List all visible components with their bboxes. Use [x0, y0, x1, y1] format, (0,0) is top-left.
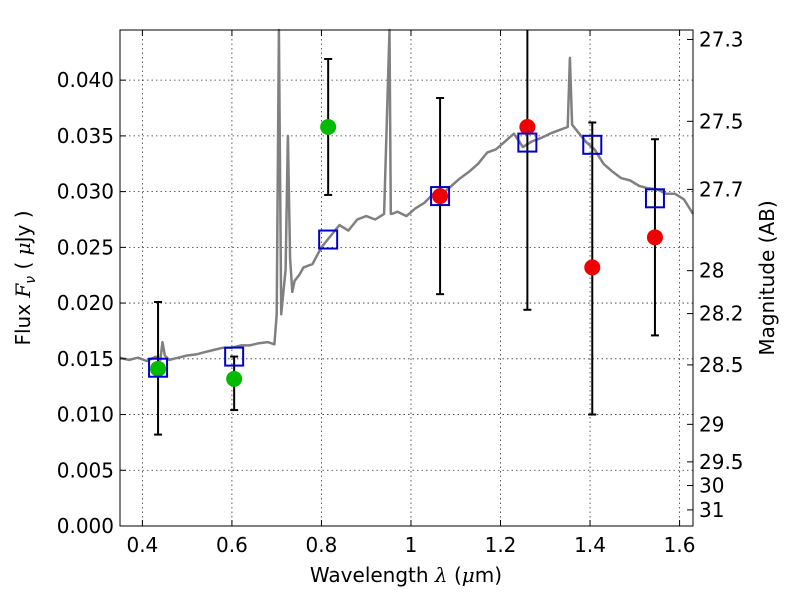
y-tick-label: 0.030 — [57, 180, 114, 204]
x-axis-title: Wavelength λ (μm) — [310, 563, 502, 587]
red-point — [432, 188, 449, 205]
y-axis-title-nu: ν — [23, 276, 39, 284]
y-tick-label: 0.040 — [57, 68, 114, 92]
x-tick-label: 1 — [405, 533, 418, 557]
model-square — [148, 357, 169, 378]
y2-tick-label: 27.5 — [699, 109, 744, 133]
y2-tick-label: 27.7 — [699, 177, 744, 201]
y2-tick-label: 28 — [699, 259, 724, 283]
y2-tick-label: 28.5 — [699, 353, 744, 377]
y2-tick-label: 31 — [699, 498, 724, 522]
y2-tick-label: 29.5 — [699, 450, 744, 474]
x-tick-label: 0.6 — [216, 533, 248, 557]
red-point — [584, 259, 601, 276]
x-axis-title-mu: μ — [462, 563, 475, 587]
x-axis-title-open: ( — [448, 563, 462, 587]
grid-layer — [120, 30, 693, 527]
y-tick-label: 0.005 — [57, 458, 114, 482]
y-tick-label: 0.015 — [57, 347, 114, 371]
y-axis-title-f: F — [11, 283, 35, 299]
marker-layer — [148, 118, 665, 387]
red-point — [646, 229, 663, 246]
y-tick-label: 0.020 — [57, 291, 114, 315]
y-axis-title-post: Jy ) — [11, 210, 35, 244]
y2-tick-label: 27.3 — [699, 27, 744, 51]
y2-tick-label: 28.2 — [699, 302, 744, 326]
x-tick-label: 0.4 — [126, 533, 158, 557]
x-tick-label: 1.2 — [485, 533, 517, 557]
y-axis-title-mid: ( — [11, 255, 35, 276]
y2-tick-label: 30 — [699, 474, 724, 498]
model-square — [517, 132, 538, 153]
x-tick-label: 0.8 — [306, 533, 338, 557]
x-axis-title-pre: Wavelength — [310, 563, 435, 587]
x-axis-title-post: m) — [475, 563, 502, 587]
green-point — [226, 370, 243, 387]
y-axis-title: Flux Fν ( μJy ) — [11, 210, 39, 345]
y-tick-label: 0.035 — [57, 124, 114, 148]
green-point — [320, 118, 337, 135]
model-square — [318, 229, 339, 250]
x-tick-label: 1.6 — [664, 533, 696, 557]
y-axis-title-mu: μ — [11, 242, 35, 255]
green-point — [150, 360, 167, 377]
x-tick-label: 1.4 — [574, 533, 606, 557]
model-square — [224, 346, 245, 367]
y2-tick-label: 29 — [699, 412, 724, 436]
model-square — [644, 188, 665, 209]
spectrum-line — [119, 28, 695, 363]
y-tick-label: 0.010 — [57, 403, 114, 427]
y2-axis-title: Magnitude (AB) — [755, 200, 779, 355]
y-tick-label: 0.000 — [57, 514, 114, 538]
spectrum-layer — [119, 28, 695, 363]
model-square — [582, 134, 603, 155]
red-point — [519, 118, 536, 135]
model-square — [430, 186, 451, 207]
plot-frame — [119, 29, 694, 527]
x-axis-title-lambda: λ — [434, 563, 448, 587]
y-tick-label: 0.025 — [57, 235, 114, 259]
y-axis-title-pre: Flux — [11, 298, 35, 346]
tick-layer: 0.4 0.6 0.8 1 1.2 1.4 1.6 0.000 0.005 0.010 0.015 0… — [57, 27, 744, 557]
